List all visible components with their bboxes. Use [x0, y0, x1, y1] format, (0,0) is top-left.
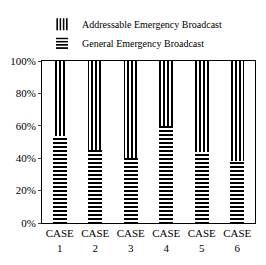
- svg-text:CASE3: CASE3: [117, 227, 145, 253]
- svg-text:General Emergency Broadcast: General Emergency Broadcast: [82, 38, 204, 49]
- svg-text:100%: 100%: [10, 55, 36, 67]
- svg-text:CASE1: CASE1: [46, 227, 74, 253]
- svg-text:Addressable Emergency Broadcas: Addressable Emergency Broadcast: [82, 19, 222, 30]
- svg-text:CASE6: CASE6: [223, 227, 251, 253]
- svg-text:CASE4: CASE4: [152, 227, 180, 253]
- svg-text:60%: 60%: [16, 120, 36, 132]
- svg-text:0%: 0%: [21, 217, 36, 229]
- svg-text:80%: 80%: [16, 87, 36, 99]
- svg-text:CASE5: CASE5: [188, 227, 216, 253]
- svg-text:CASE2: CASE2: [81, 227, 109, 253]
- svg-text:20%: 20%: [16, 184, 36, 196]
- svg-text:40%: 40%: [16, 152, 36, 164]
